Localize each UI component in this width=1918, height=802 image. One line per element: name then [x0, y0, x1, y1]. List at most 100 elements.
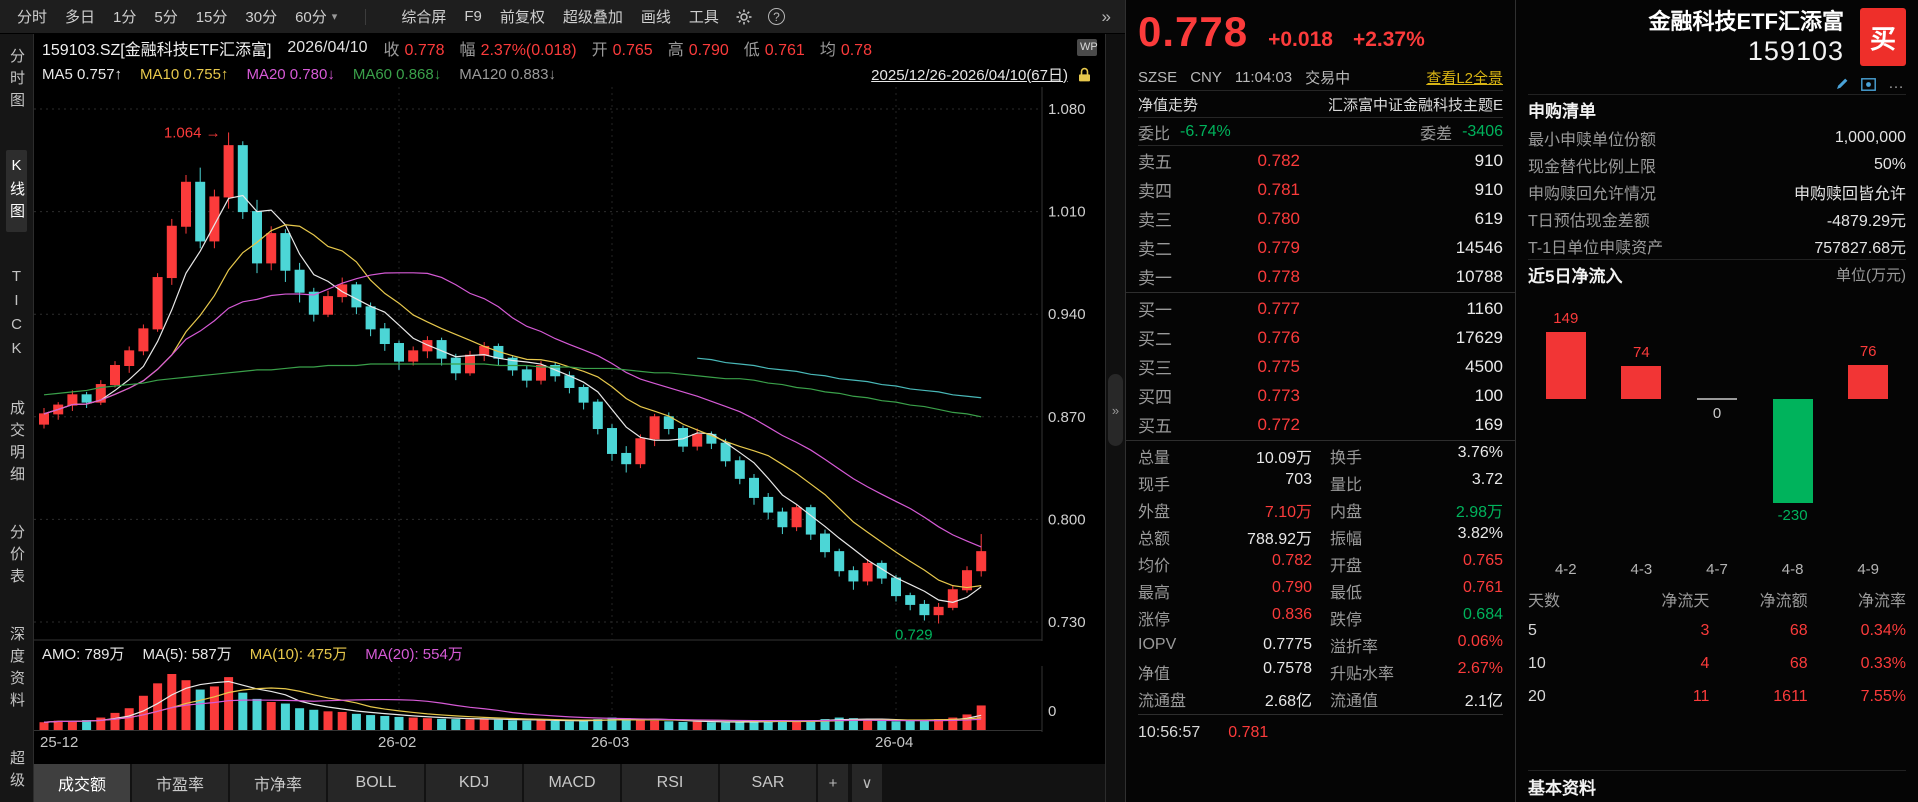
- stat-label: 均价: [1138, 557, 1171, 575]
- date-range-label[interactable]: 2025/12/26-2026/04/10(67日): [871, 66, 1068, 84]
- bid-row[interactable]: 买二 0.776 17629: [1138, 323, 1503, 352]
- ask-row[interactable]: 卖三 0.780 619: [1138, 204, 1503, 233]
- flow-table-cell: 11: [1692, 687, 1710, 705]
- flow-bar[interactable]: [1772, 399, 1813, 503]
- flow-bar[interactable]: [1848, 364, 1889, 399]
- toolbar-period-item[interactable]: 1分: [113, 9, 137, 26]
- stat-cell: 跌停 0.684: [1330, 606, 1503, 630]
- ask-row[interactable]: 卖二 0.779 14546: [1138, 233, 1503, 262]
- stat-value: 703: [1285, 470, 1312, 488]
- order-price: 0.775: [1257, 356, 1300, 376]
- toolbar-period-item[interactable]: 多日: [65, 9, 96, 26]
- collapse-arrow-icon[interactable]: »: [1108, 374, 1123, 446]
- indicator-tab[interactable]: KDJ: [426, 764, 522, 802]
- edit-icon[interactable]: [1835, 77, 1849, 91]
- stat-value: 0.790: [1271, 578, 1312, 596]
- indicator-tab[interactable]: 成交额: [34, 764, 130, 802]
- toolbar-period-item[interactable]: 15分: [195, 9, 228, 26]
- l2-link[interactable]: 查看L2全景: [1426, 69, 1503, 87]
- top-toolbar: 分时 多日 1分 5分 15分 30分 60分 ▾ 综合屏 F9 前复权 超级叠加 画线 工具? »: [0, 0, 1125, 34]
- flow-bar[interactable]: [1545, 331, 1586, 399]
- stat-value: 2.98万: [1455, 503, 1503, 521]
- weibi-label: 委比: [1138, 125, 1171, 143]
- collapse-arrow-glyph: »: [1111, 402, 1120, 418]
- toolbar-menu-item[interactable]: 前复权: [499, 9, 545, 26]
- net-flow-title: 近5日净流入: [1528, 267, 1623, 286]
- weicha-label: 委差: [1420, 125, 1453, 143]
- toolbar-period-item[interactable]: 5分: [154, 9, 178, 26]
- ohlc-field-value: 0.78: [840, 41, 872, 59]
- stat-label: 流通值: [1330, 692, 1379, 710]
- time-axis: 25-12 26-02 26-03 26-04: [34, 732, 1105, 754]
- add-indicator-button[interactable]: +: [818, 764, 848, 802]
- order-level-label: 卖二: [1138, 240, 1172, 259]
- kline-chart-area[interactable]: 1.080 1.010 0.940 0.870 0.800 0.730 1.064 → 0.7…: [34, 87, 1105, 641]
- order-volume: 619: [1474, 208, 1503, 228]
- flow-bar[interactable]: [1621, 365, 1662, 399]
- flow-table-header-cell: 净流额: [1759, 593, 1808, 610]
- stat-value: 3.72: [1471, 470, 1503, 488]
- net-flow-unit: 单位(万元): [1836, 267, 1906, 284]
- gear-icon[interactable]: [728, 9, 760, 25]
- toolbar-period-item[interactable]: 30分: [245, 9, 278, 26]
- indicator-tab[interactable]: BOLL: [328, 764, 424, 802]
- toolbar-menu-item[interactable]: F9: [464, 8, 482, 25]
- ask-row[interactable]: 卖一 0.778 10788: [1138, 262, 1503, 291]
- toolbar-menu-item[interactable]: 画线: [640, 9, 671, 26]
- sidebar-item[interactable]: 成交明细: [8, 400, 25, 488]
- stat-value: 0.06%: [1457, 632, 1503, 650]
- stat-cell: 流通盘 2.68亿: [1138, 687, 1330, 711]
- bid-row[interactable]: 买三 0.775 4500: [1138, 352, 1503, 381]
- svg-text:0.730: 0.730: [1048, 614, 1086, 631]
- bid-row[interactable]: 买四 0.773 100: [1138, 381, 1503, 410]
- bid-row[interactable]: 买一 0.777 1160: [1138, 294, 1503, 323]
- indicator-tab[interactable]: 市盈率: [132, 764, 228, 802]
- toolbar-period-item[interactable]: 分时: [17, 9, 48, 26]
- sidebar-item[interactable]: 超级: [8, 750, 25, 794]
- sidebar-item[interactable]: 分时图: [8, 48, 25, 114]
- buy-button[interactable]: 买: [1860, 8, 1906, 66]
- purchase-section-title: 申购清单: [1528, 102, 1596, 121]
- bid-row[interactable]: 买五 0.772 169: [1138, 410, 1503, 439]
- screenshot-icon[interactable]: [1861, 77, 1876, 91]
- ohlc-field-label: 均: [819, 41, 836, 59]
- sidebar-item[interactable]: 分价表: [8, 524, 25, 590]
- indicator-tab[interactable]: 市净率: [230, 764, 326, 802]
- volume-chart-area[interactable]: 0: [34, 666, 1105, 732]
- fund-name[interactable]: 汇添富中证金融科技主题E: [1327, 96, 1503, 114]
- stats-divider: [1126, 440, 1515, 441]
- kline-chart[interactable]: 1.080 1.010 0.940 0.870 0.800 0.730 1.064 → 0.7…: [34, 87, 1105, 641]
- toolbar-menu-item[interactable]: 综合屏: [401, 9, 447, 26]
- indicator-tab[interactable]: MACD: [524, 764, 620, 802]
- ma-legend-row: MA5 0.757↑ MA10 0.755↑ MA20 0.780↓ MA60 0.8…: [34, 61, 1105, 87]
- nav-tab-label[interactable]: 净值走势: [1138, 96, 1199, 114]
- more-options-icon[interactable]: …: [1888, 75, 1906, 92]
- tick-price: 0.781: [1228, 724, 1269, 741]
- stat-cell: 最高 0.790: [1138, 579, 1330, 603]
- bid-queue: 买一 0.777 1160 买二 0.776 17629 买三 0.775 4500 买四 0.77…: [1138, 294, 1503, 439]
- sidebar-item[interactable]: 深度资料: [8, 626, 25, 714]
- toolbar-menu-item[interactable]: 超级叠加: [562, 9, 623, 26]
- collapse-indicator-button[interactable]: ∨: [852, 764, 882, 802]
- purchase-row-value: 1,000,000: [1834, 128, 1906, 146]
- stat-cell: 量比 3.72: [1330, 471, 1503, 495]
- wp-badge[interactable]: WP: [1077, 39, 1098, 56]
- toolbar-more-icon[interactable]: »: [1101, 6, 1111, 26]
- stat-row: 涨停 0.836 跌停 0.684: [1138, 604, 1503, 631]
- help-icon[interactable]: ?: [767, 8, 785, 25]
- indicator-tab[interactable]: RSI: [622, 764, 718, 802]
- purchase-row-label: 现金替代比例上限: [1528, 158, 1657, 176]
- sidebar-item[interactable]: K线图: [6, 150, 27, 232]
- volume-chart[interactable]: 0: [34, 666, 1105, 732]
- period-dropdown-caret-icon[interactable]: ▾: [331, 11, 338, 23]
- toolbar-menu-item[interactable]: 工具: [688, 9, 719, 26]
- stat-cell: IOPV 0.7775: [1138, 636, 1330, 654]
- toolbar-period-item[interactable]: 60分: [295, 9, 327, 26]
- sidebar-item[interactable]: TICK: [8, 268, 25, 364]
- order-level-label: 卖三: [1138, 211, 1172, 230]
- ask-row[interactable]: 卖四 0.781 910: [1138, 175, 1503, 204]
- indicator-tab[interactable]: SAR: [720, 764, 816, 802]
- stat-label: 流通盘: [1138, 692, 1187, 710]
- lock-icon[interactable]: [1078, 67, 1091, 82]
- ask-row[interactable]: 卖五 0.782 910: [1138, 146, 1503, 175]
